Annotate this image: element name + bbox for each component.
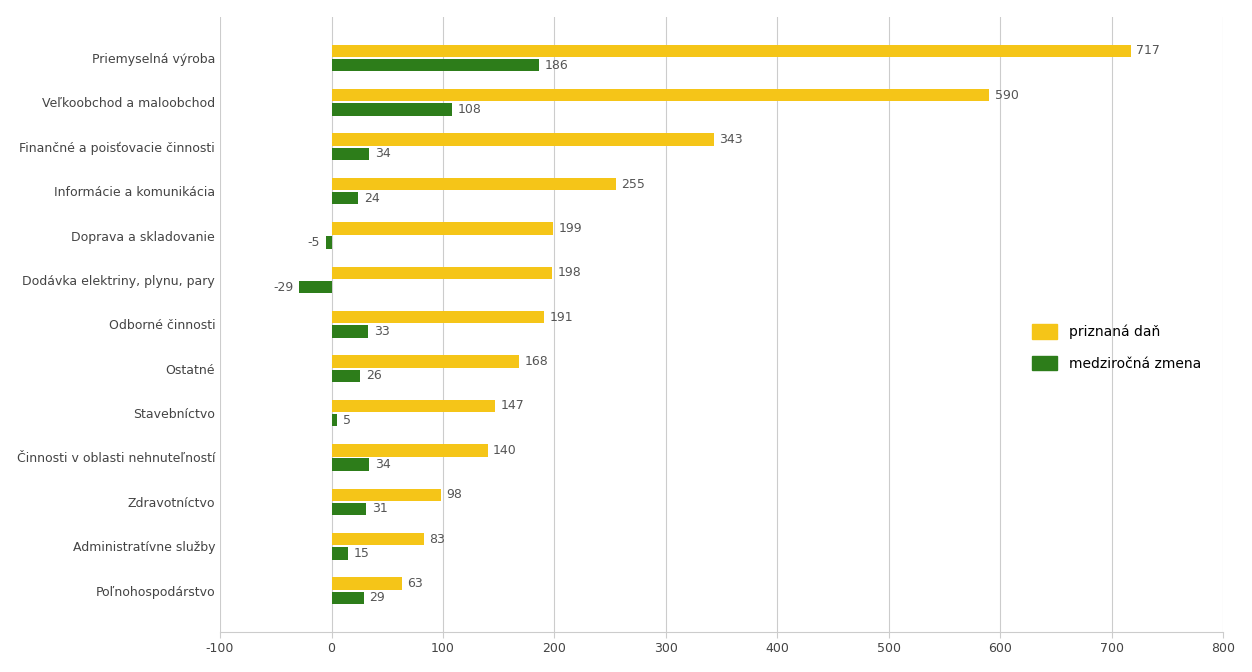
Bar	[332, 355, 518, 368]
Text: 147: 147	[501, 399, 525, 413]
Text: 108: 108	[457, 103, 481, 116]
Bar	[332, 192, 358, 204]
Bar	[332, 103, 452, 116]
Bar	[332, 134, 714, 146]
Bar	[332, 547, 348, 560]
Bar	[332, 178, 616, 190]
Text: 33: 33	[374, 325, 389, 338]
Bar	[332, 370, 361, 382]
Bar	[326, 237, 332, 249]
Text: 168: 168	[525, 355, 548, 368]
Text: 15: 15	[354, 547, 369, 560]
Bar	[299, 281, 332, 293]
Text: -29: -29	[273, 280, 294, 294]
Bar	[332, 267, 552, 279]
Text: 717: 717	[1137, 44, 1161, 57]
Text: 63: 63	[407, 577, 423, 590]
Text: 191: 191	[550, 310, 573, 324]
Text: 29: 29	[369, 591, 386, 604]
Text: 186: 186	[545, 58, 568, 71]
Bar	[332, 325, 368, 337]
Text: 24: 24	[364, 192, 379, 205]
Text: 34: 34	[376, 458, 391, 471]
Text: 140: 140	[493, 444, 517, 457]
Bar	[332, 89, 989, 101]
Text: 83: 83	[429, 533, 446, 546]
Bar	[332, 414, 337, 427]
Text: 98: 98	[446, 489, 462, 501]
Bar	[332, 44, 1131, 57]
Bar	[332, 400, 496, 412]
Text: 26: 26	[366, 370, 382, 382]
Text: 5: 5	[343, 414, 351, 427]
Text: 255: 255	[621, 177, 645, 191]
Bar	[332, 222, 553, 235]
Bar	[332, 489, 441, 501]
Text: 198: 198	[558, 266, 582, 280]
Bar	[332, 458, 369, 471]
Text: 34: 34	[376, 147, 391, 161]
Bar	[332, 59, 538, 71]
Text: 590: 590	[995, 89, 1019, 101]
Text: -5: -5	[308, 236, 321, 249]
Bar	[332, 577, 402, 590]
Bar	[332, 311, 545, 323]
Bar	[332, 591, 364, 604]
Text: 199: 199	[558, 222, 582, 235]
Bar	[332, 444, 487, 456]
Text: 343: 343	[720, 133, 744, 146]
Bar	[332, 533, 424, 546]
Bar	[332, 148, 369, 160]
Text: 31: 31	[372, 503, 387, 515]
Legend: priznaná daň, medziročná zmena: priznaná daň, medziročná zmena	[1027, 319, 1207, 376]
Bar	[332, 503, 366, 515]
